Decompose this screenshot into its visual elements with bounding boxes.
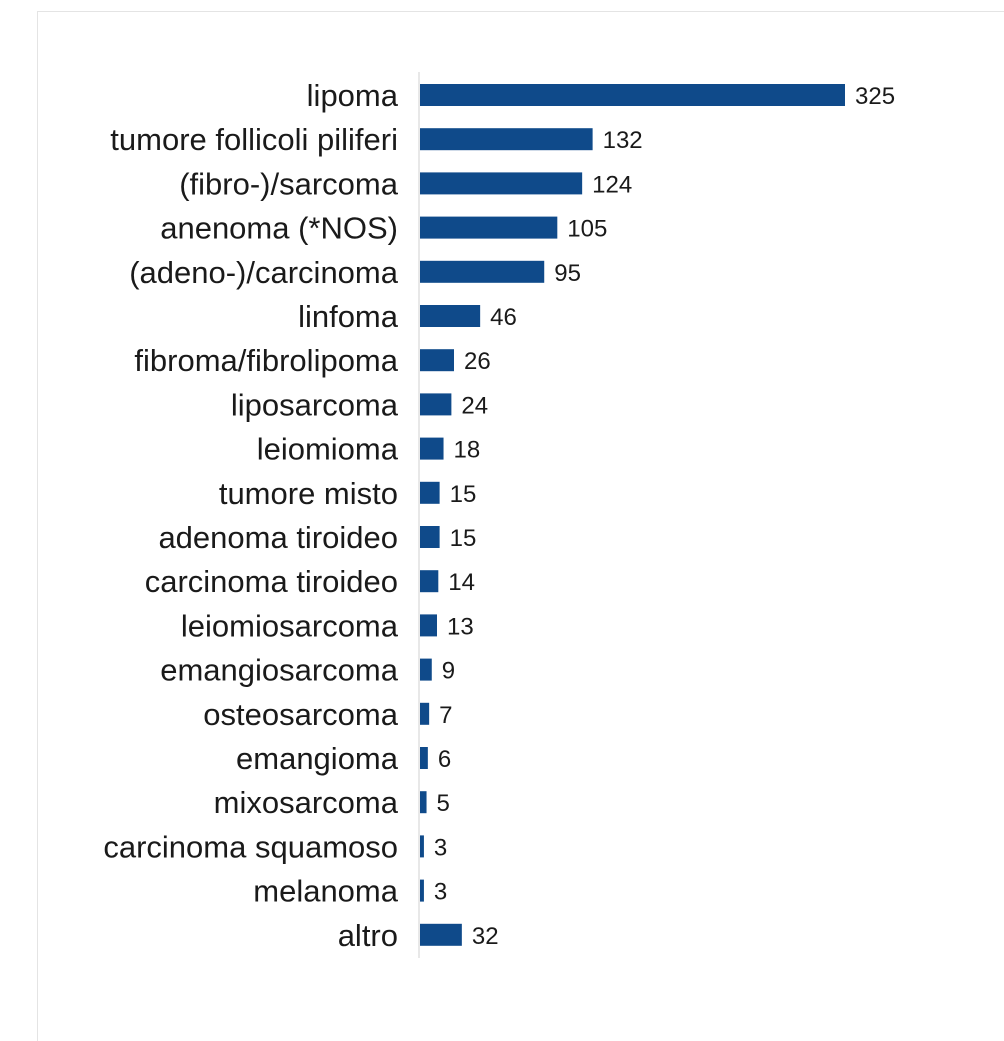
category-label: emangioma bbox=[236, 741, 399, 776]
value-label: 24 bbox=[461, 392, 488, 419]
category-labels-group: lipoma tumore follicoli piliferi (fibro-)/… bbox=[103, 78, 398, 953]
bar bbox=[420, 614, 437, 637]
category-label: (fibro-)/sarcoma bbox=[179, 166, 399, 201]
bar bbox=[420, 260, 545, 283]
category-label: tumore misto bbox=[219, 476, 398, 511]
value-label: 14 bbox=[448, 569, 475, 596]
bar bbox=[420, 393, 452, 416]
bar bbox=[420, 172, 583, 195]
category-label: adenoma tiroideo bbox=[158, 520, 398, 555]
bar bbox=[420, 84, 845, 106]
bar bbox=[420, 702, 430, 725]
bar bbox=[420, 349, 454, 372]
value-label: 15 bbox=[450, 525, 477, 552]
bar bbox=[420, 526, 440, 548]
category-label: tumore follicoli piliferi bbox=[110, 122, 398, 157]
value-label: 32 bbox=[472, 923, 499, 950]
category-label: fibroma/fibrolipoma bbox=[134, 343, 398, 378]
value-label: 3 bbox=[434, 834, 447, 861]
bar bbox=[420, 216, 558, 239]
value-label: 46 bbox=[490, 304, 517, 331]
bar bbox=[420, 835, 424, 858]
value-label: 13 bbox=[447, 613, 474, 640]
category-label: altro bbox=[338, 918, 398, 953]
value-labels-group: 325 132 124 105 95 46 26 24 18 15 15 14 13 9 7 6 5 3 3 32 bbox=[434, 83, 895, 950]
bar bbox=[420, 658, 432, 681]
category-label: linfoma bbox=[298, 299, 399, 334]
bar bbox=[420, 437, 444, 460]
value-label: 325 bbox=[855, 83, 895, 110]
category-label: carcinoma tiroideo bbox=[145, 564, 398, 599]
value-label: 18 bbox=[454, 437, 481, 464]
value-label: 124 bbox=[592, 171, 632, 198]
category-label: liposarcoma bbox=[231, 387, 399, 422]
category-label: (adeno-)/carcinoma bbox=[129, 255, 399, 290]
value-label: 26 bbox=[464, 348, 491, 375]
bar bbox=[420, 481, 440, 504]
bar bbox=[420, 305, 481, 327]
bar bbox=[420, 747, 428, 769]
category-label: leiomioma bbox=[257, 432, 399, 467]
value-label: 5 bbox=[437, 790, 450, 817]
category-label: mixosarcoma bbox=[214, 785, 399, 820]
category-label: melanoma bbox=[253, 874, 398, 909]
category-label: carcinoma squamoso bbox=[103, 829, 398, 864]
bars-group bbox=[420, 84, 845, 946]
value-label: 132 bbox=[603, 127, 643, 154]
category-label: emangiosarcoma bbox=[160, 653, 399, 688]
value-label: 15 bbox=[450, 481, 477, 508]
category-label: lipoma bbox=[307, 78, 399, 113]
value-label: 7 bbox=[439, 702, 452, 729]
category-label: leiomiosarcoma bbox=[181, 608, 399, 643]
value-label: 3 bbox=[434, 879, 447, 906]
chart-frame bbox=[37, 11, 1004, 1041]
value-label: 9 bbox=[442, 658, 455, 685]
bar bbox=[420, 570, 439, 593]
category-label: osteosarcoma bbox=[203, 697, 398, 732]
bar bbox=[420, 791, 427, 814]
bar bbox=[420, 879, 424, 902]
category-label: anenoma (*NOS) bbox=[160, 211, 398, 246]
bar bbox=[420, 128, 593, 151]
value-label: 95 bbox=[554, 260, 581, 287]
value-label: 6 bbox=[438, 746, 451, 773]
bar bbox=[420, 923, 462, 946]
value-label: 105 bbox=[567, 216, 607, 243]
